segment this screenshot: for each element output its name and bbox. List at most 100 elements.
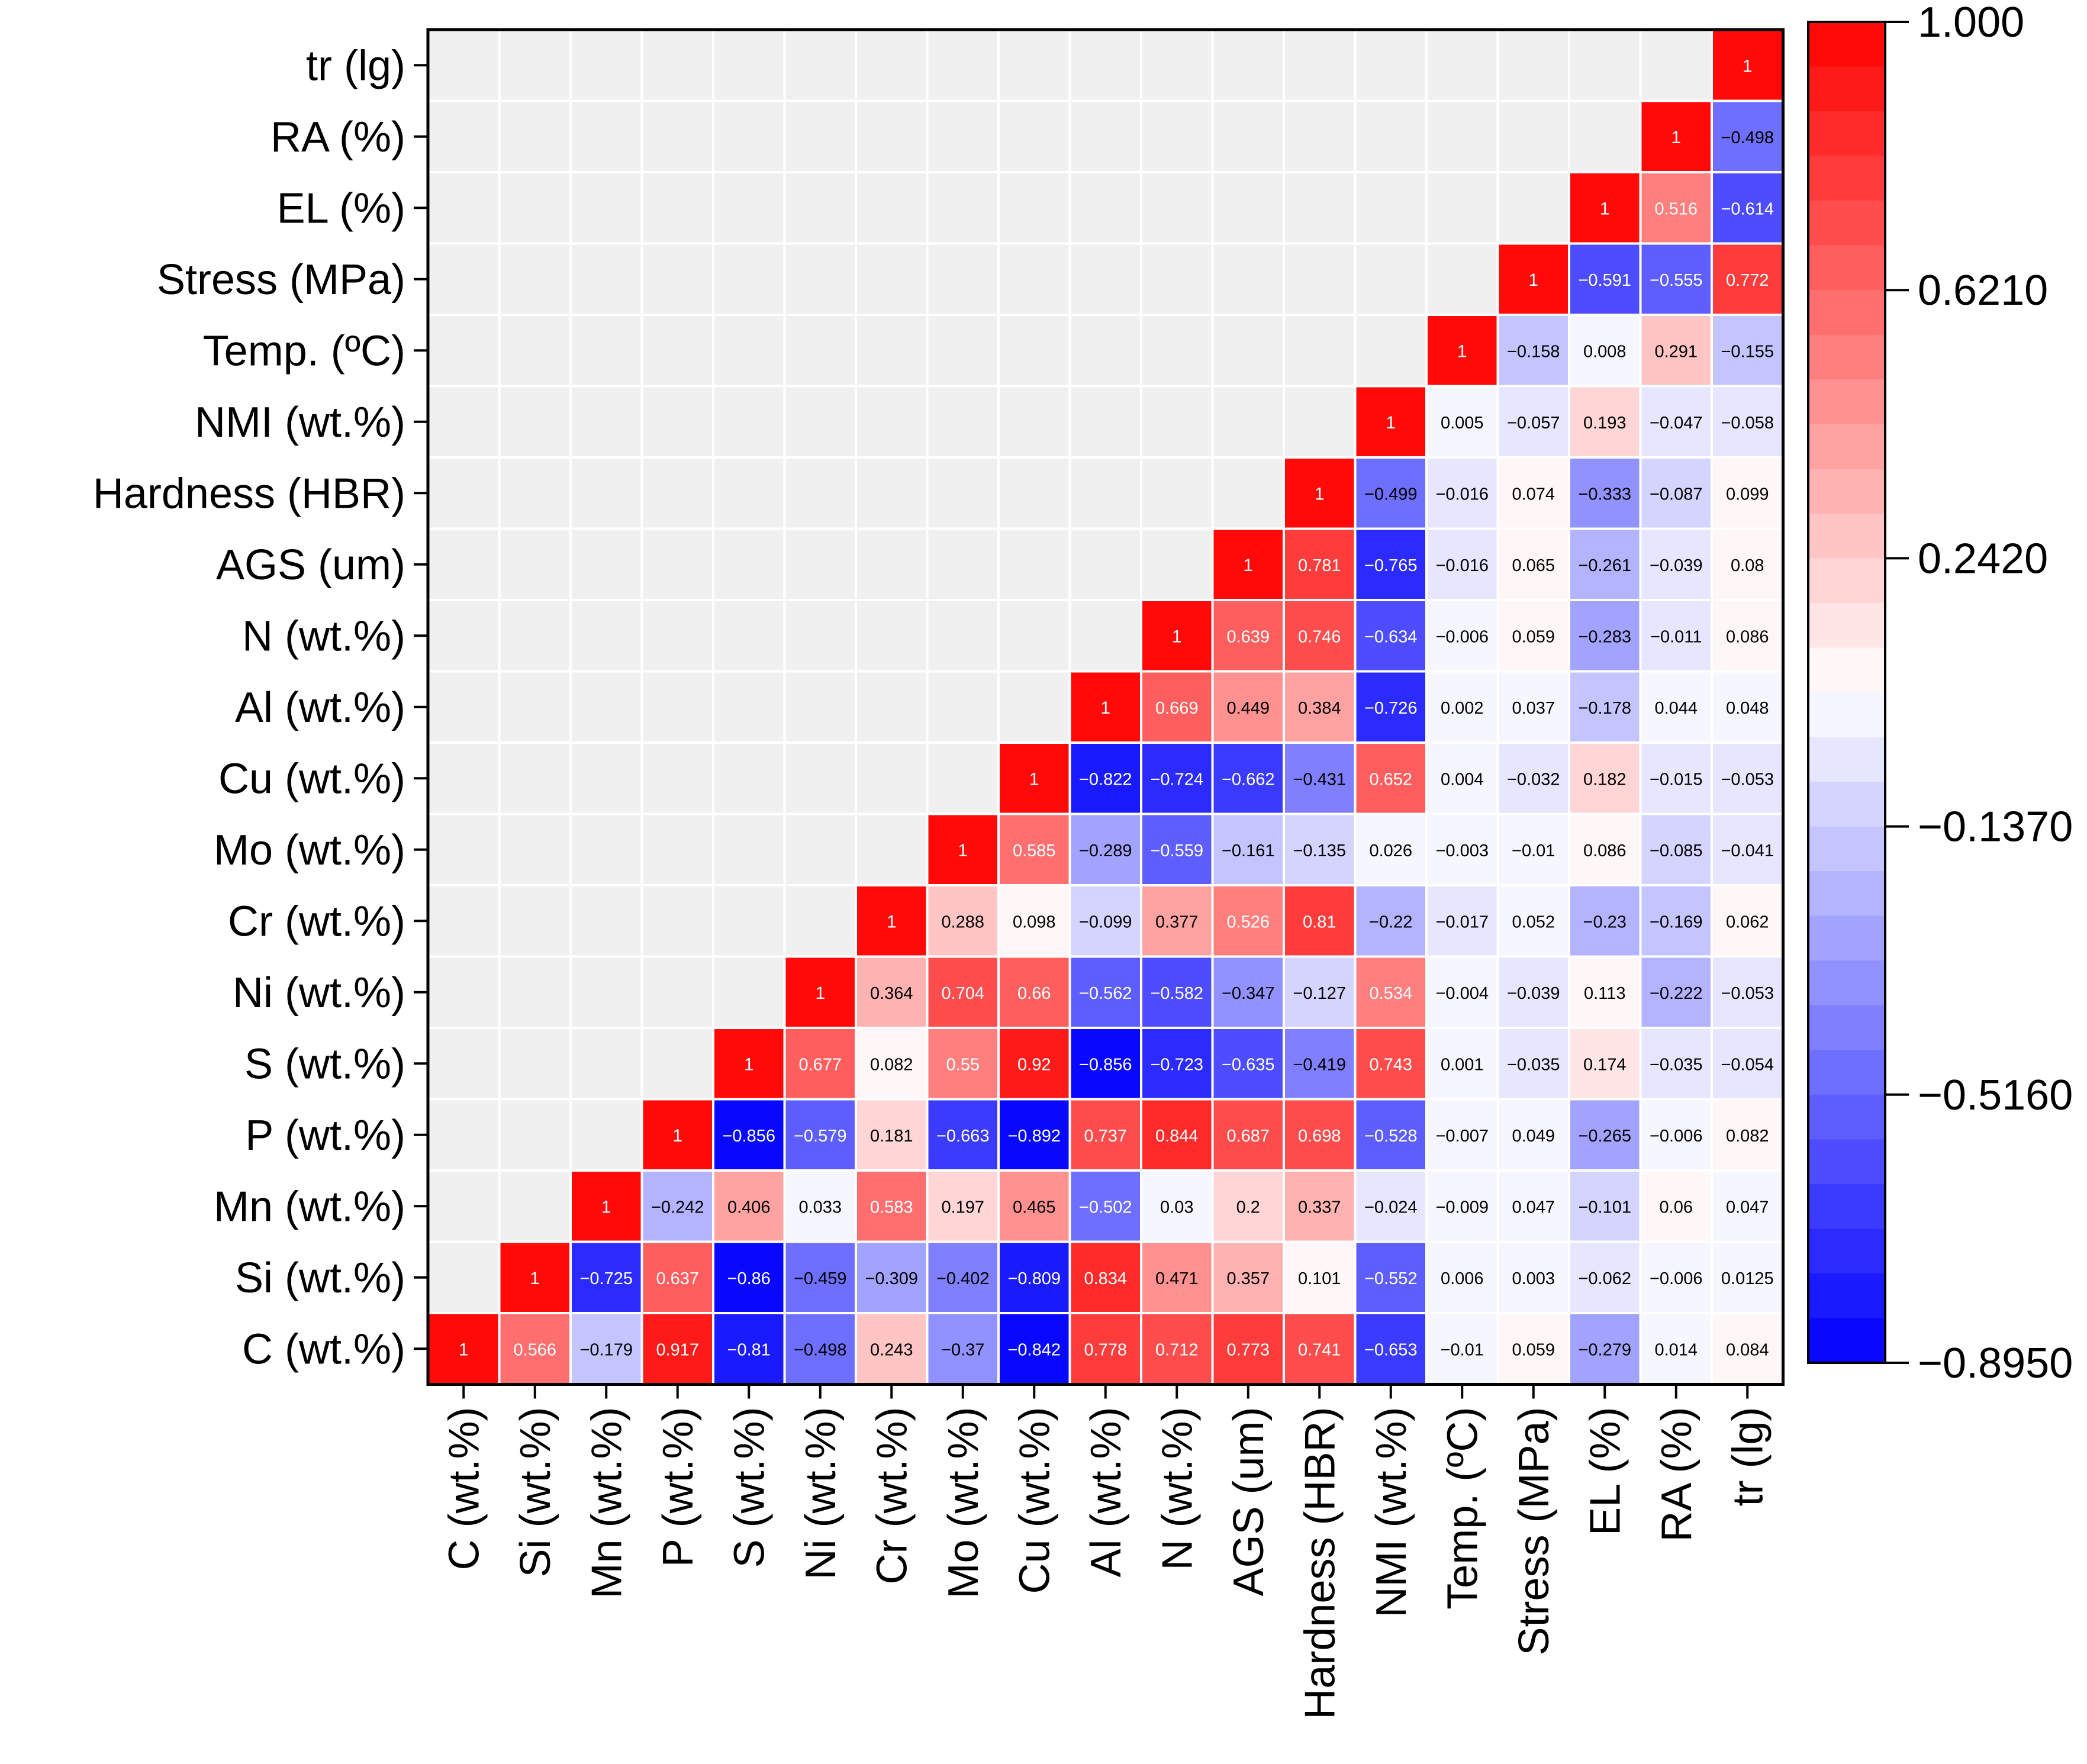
heatmap-cell-ni-wt-stress-mpa [1497, 956, 1569, 1028]
cell-value-label: −0.562 [1079, 984, 1132, 1003]
colorbar-band [1808, 782, 1885, 827]
heatmap-cell-c-wt-hardness-hbr [1284, 1313, 1355, 1385]
cell-value-label: −0.502 [1079, 1198, 1132, 1217]
x-label-mn-wt: Mn (wt.%) [583, 1407, 630, 1599]
cell-value-label: 1 [1457, 341, 1467, 361]
heatmap-cell-p-wt-s-wt [713, 1099, 785, 1170]
y-label-nmi-wt: NMI (wt.%) [195, 399, 405, 446]
heatmap-cell-cu-wt-el [1569, 743, 1641, 814]
heatmap-cell-p-wt-hardness-hbr [1284, 1099, 1355, 1170]
cell-value-label: −0.347 [1222, 984, 1275, 1003]
heatmap-cell-p-wt-tr-lg [1712, 1099, 1783, 1170]
colorbar-band [1808, 1228, 1885, 1274]
heatmap-cell-si-wt-ags-um [1212, 1241, 1284, 1313]
heatmap-cell-hardness-hbr-nmi-wt [1355, 457, 1426, 529]
heatmap-cell-al-wt-nmi-wt [1355, 671, 1426, 743]
cell-value-label: 0.084 [1726, 1340, 1769, 1359]
cell-value-label: −0.22 [1369, 912, 1412, 931]
cell-value-label: 1 [1172, 627, 1182, 646]
heatmap-cell-c-wt-ra [1640, 1313, 1712, 1385]
y-label-n-wt: N (wt.%) [242, 612, 405, 660]
cell-value-label: 0.174 [1583, 1055, 1627, 1074]
cell-value-label: 0.062 [1726, 912, 1769, 931]
cell-value-label: 0.047 [1726, 1198, 1769, 1217]
heatmap-cell-hardness-hbr-stress-mpa [1497, 457, 1569, 529]
x-label-ni-wt: Ni (wt.%) [797, 1407, 845, 1580]
cell-value-label: 1 [1100, 698, 1110, 718]
cell-value-label: 0.052 [1512, 912, 1555, 931]
heatmap-cell-mo-wt-n-wt [1141, 814, 1213, 885]
cell-value-label: 0.006 [1441, 1269, 1484, 1288]
heatmap-cell-p-wt-n-wt [1141, 1099, 1213, 1170]
x-label-el: EL (%) [1582, 1407, 1629, 1536]
cell-value-label: −0.242 [651, 1198, 704, 1217]
heatmap-cell-cu-wt-ra [1640, 743, 1712, 814]
heatmap-cell-s-wt-cu-wt [999, 1028, 1070, 1099]
colorbar-band [1808, 1183, 1885, 1230]
cell-value-label: 1 [672, 1126, 682, 1146]
cell-value-label: 0.113 [1584, 984, 1625, 1003]
x-label-c-wt: C (wt.%) [440, 1407, 488, 1570]
heatmap-cell-el-ra [1640, 172, 1712, 244]
colorbar-band [1808, 647, 1885, 693]
heatmap-cell-mo-wt-al-wt [1070, 814, 1141, 885]
cell-value-label: −0.37 [941, 1340, 984, 1359]
heatmap-cell-cu-wt-al-wt [1070, 743, 1141, 814]
colorbar-band [1808, 245, 1885, 291]
heatmap-cell-mn-wt-al-wt [1070, 1170, 1141, 1242]
heatmap-cell-s-wt-stress-mpa [1497, 1028, 1569, 1099]
cell-value-label: 0.92 [1017, 1055, 1051, 1074]
heatmap-cell-n-wt-hardness-hbr [1284, 600, 1355, 672]
heatmap-cell-p-wt-ra [1640, 1099, 1712, 1170]
heatmap-cell-mn-wt-mn-wt [571, 1170, 642, 1242]
heatmap-cell-ni-wt-temp-c [1426, 956, 1498, 1028]
heatmap-cell-ni-wt-ra [1640, 956, 1712, 1028]
cell-value-label: −0.087 [1650, 485, 1703, 504]
cell-value-label: −0.015 [1650, 770, 1703, 789]
x-label-ags-um: AGS (um) [1225, 1407, 1273, 1597]
x-label-si-wt: Si (wt.%) [512, 1407, 559, 1578]
heatmap-cell-ni-wt-tr-lg [1712, 956, 1783, 1028]
heatmap-cell-cu-wt-n-wt [1141, 743, 1213, 814]
cell-value-label: −0.498 [1721, 128, 1774, 147]
cell-value-label: 0.357 [1226, 1269, 1270, 1288]
cell-value-label: −0.178 [1578, 699, 1631, 718]
heatmap-cell-ni-wt-ni-wt [784, 956, 856, 1028]
heatmap-cell-nmi-wt-temp-c [1426, 386, 1498, 457]
heatmap-cell-si-wt-stress-mpa [1497, 1241, 1569, 1313]
heatmap-cell-c-wt-mn-wt [571, 1313, 642, 1385]
cell-value-label: 0.741 [1298, 1340, 1341, 1359]
heatmap-grid [426, 28, 1785, 1386]
cell-value-label: −0.155 [1721, 342, 1774, 361]
heatmap-cell-c-wt-temp-c [1426, 1313, 1498, 1385]
heatmap-cell-stress-mpa-ra [1640, 243, 1712, 315]
cell-value-label: −0.009 [1435, 1198, 1489, 1217]
cell-value-label: 0.377 [1155, 912, 1199, 931]
x-label-p-wt: P (wt.%) [655, 1407, 702, 1568]
x-label-cr-wt: Cr (wt.%) [868, 1407, 916, 1585]
heatmap-cell-p-wt-al-wt [1070, 1099, 1141, 1170]
heatmap-cell-al-wt-ra [1640, 671, 1712, 743]
heatmap-cell-si-wt-nmi-wt [1355, 1241, 1426, 1313]
heatmap-cell-s-wt-al-wt [1070, 1028, 1141, 1099]
cell-value-label: −0.222 [1650, 984, 1703, 1003]
cell-value-label: −0.035 [1507, 1055, 1560, 1074]
cell-value-label: 0.014 [1654, 1340, 1698, 1359]
cell-value-label: 0.288 [941, 912, 984, 931]
cell-value-label: 0.291 [1654, 342, 1698, 361]
cell-value-label: 1 [530, 1269, 540, 1288]
heatmap-cell-s-wt-ra [1640, 1028, 1712, 1099]
heatmap-cell-cu-wt-nmi-wt [1355, 743, 1426, 814]
cell-value-label: −0.892 [1007, 1127, 1061, 1146]
heatmap-cell-si-wt-mn-wt [571, 1241, 642, 1313]
cell-value-label: −0.634 [1364, 627, 1418, 646]
heatmap-cell-ni-wt-mo-wt [927, 956, 999, 1028]
heatmap-cell-p-wt-cr-wt [856, 1099, 927, 1170]
heatmap-cell-ni-wt-n-wt [1141, 956, 1213, 1028]
cell-value-label: 0.099 [1726, 485, 1769, 504]
heatmap-cell-ags-um-tr-lg [1712, 528, 1783, 600]
heatmap-cell-mn-wt-p-wt [642, 1170, 713, 1242]
cell-value-label: 0.66 [1017, 984, 1051, 1003]
heatmap-cell-cr-wt-mo-wt [927, 885, 999, 957]
cell-value-label: −0.81 [727, 1340, 771, 1359]
